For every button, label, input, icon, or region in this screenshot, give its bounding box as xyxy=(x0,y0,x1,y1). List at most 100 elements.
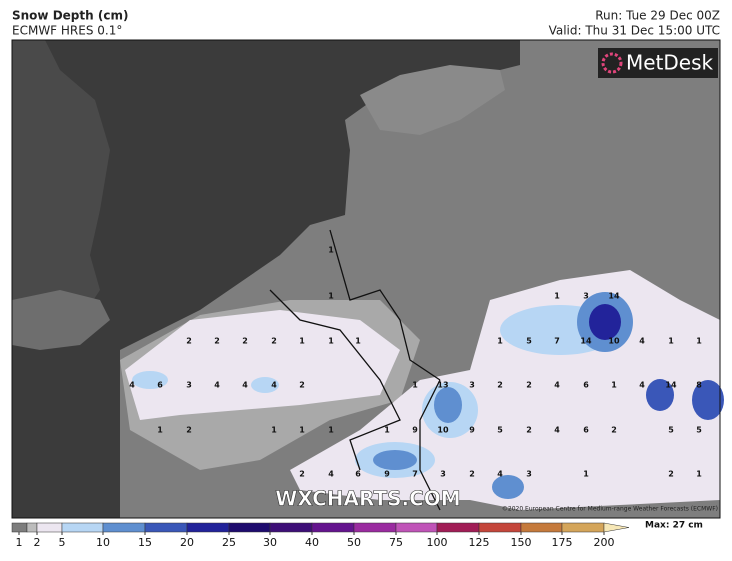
legend-swatch xyxy=(36,522,63,533)
snow-blue xyxy=(251,377,279,393)
snow-depth-label: 4 xyxy=(639,381,645,390)
snow-depth-label: 1 xyxy=(497,337,503,346)
snow-blue xyxy=(132,371,168,389)
snow-depth-label: 1 xyxy=(355,337,361,346)
logo: MetDesk xyxy=(626,51,714,75)
snow-depth-label: 1 xyxy=(299,426,305,435)
snow-depth-label: 1 xyxy=(554,292,560,301)
snow-depth-label: 4 xyxy=(214,381,220,390)
snow-depth-label: 3 xyxy=(186,381,192,390)
legend-swatch xyxy=(478,522,522,533)
snow-depth-label: 1 xyxy=(696,470,702,479)
legend-tick-label: 10 xyxy=(96,536,110,549)
legend-tick-label: 125 xyxy=(469,536,490,549)
legend-tick-label: 15 xyxy=(138,536,152,549)
snow-mid-blue xyxy=(373,450,417,470)
snow-depth-label: 1 xyxy=(328,337,334,346)
legend-tick-label: 1 xyxy=(16,536,23,549)
legend-tick-label: 150 xyxy=(511,536,532,549)
snow-depth-label: 2 xyxy=(526,426,532,435)
valid-time: Valid: Thu 31 Dec 15:00 UTC xyxy=(549,24,720,38)
map: MetDesk WXCHARTS.COM ©2020 European Cent… xyxy=(11,39,724,519)
legend-swatch xyxy=(353,522,397,533)
snow-deep-blue xyxy=(646,379,674,411)
snow-depth-label: 6 xyxy=(157,381,163,390)
legend-arrow xyxy=(603,522,630,533)
snow-depth-label: 1 xyxy=(384,426,390,435)
snow-white-west xyxy=(125,310,400,420)
snow-depth-label: 5 xyxy=(696,426,702,435)
snow-depth-label: 3 xyxy=(583,292,589,301)
snow-depth-label: 1 xyxy=(611,381,617,390)
legend-swatch xyxy=(11,522,28,533)
logo-box xyxy=(598,48,718,78)
snow-depth-label: 14 xyxy=(580,337,592,346)
legend-tick-label: 5 xyxy=(59,536,66,549)
legend-swatch xyxy=(144,522,188,533)
snow-depth-label: 2 xyxy=(299,470,305,479)
snow-depth-label: 2 xyxy=(526,381,532,390)
snow-depth-label: 2 xyxy=(469,470,475,479)
snow-mid-blue xyxy=(492,475,524,499)
snow-depth-label: 1 xyxy=(668,337,674,346)
legend-tick-label: 50 xyxy=(347,536,361,549)
snow-depth-label: 1 xyxy=(328,426,334,435)
legend-tick-label: 20 xyxy=(180,536,194,549)
logo-icon xyxy=(601,52,623,74)
snow-depth-label: 1 xyxy=(696,337,702,346)
map-frame xyxy=(11,39,721,519)
snow-deep-blue xyxy=(692,380,724,420)
snow-depth-label: 6 xyxy=(583,381,589,390)
legend-tick-label: 30 xyxy=(263,536,277,549)
snow-depth-label: 3 xyxy=(440,470,446,479)
legend-tick-label: 100 xyxy=(427,536,448,549)
snow-depth-label: 4 xyxy=(129,381,135,390)
legend-swatch xyxy=(186,522,230,533)
max-label: Max: 27 cm xyxy=(645,521,703,531)
legend-swatch xyxy=(228,522,271,533)
snow-depth-label: 10 xyxy=(608,337,620,346)
snow-depth-label: 9 xyxy=(469,426,475,435)
snow-depth-label: 6 xyxy=(355,470,361,479)
credit: ©2020 European Centre for Medium-range W… xyxy=(502,506,718,513)
snow-depth-label: 13 xyxy=(437,381,448,390)
snow-depth-label: 14 xyxy=(665,381,677,390)
uk-south xyxy=(12,290,110,350)
snow-depth-label: 1 xyxy=(412,381,418,390)
legend-swatch xyxy=(395,522,438,533)
legend-swatch xyxy=(561,522,605,533)
snow-depth-label: 4 xyxy=(328,470,334,479)
snow-depth-label: 2 xyxy=(186,426,192,435)
legend-swatch xyxy=(26,522,38,533)
snow-depth-label: 14 xyxy=(608,292,620,301)
legend-tick-label: 175 xyxy=(552,536,573,549)
uk-land xyxy=(12,40,110,340)
legend-swatch xyxy=(520,522,563,533)
snow-depth-label: 7 xyxy=(412,470,418,479)
snow-depth-label: 2 xyxy=(186,337,192,346)
snow-depth-label: 4 xyxy=(554,381,560,390)
snow-depth-label: 4 xyxy=(554,426,560,435)
watermark: WXCHARTS.COM xyxy=(275,487,460,511)
title: Snow Depth (cm) xyxy=(12,9,128,23)
snow-mid-blue xyxy=(434,387,462,423)
snow-depth-label: 2 xyxy=(299,381,305,390)
legend-tick-label: 2 xyxy=(34,536,41,549)
snow-depth-label: 10 xyxy=(437,426,449,435)
snow-depth-label: 2 xyxy=(497,381,503,390)
snow-depth-label: 6 xyxy=(583,426,589,435)
snow-depth-label: 9 xyxy=(412,426,418,435)
snow-depth-label: 1 xyxy=(299,337,305,346)
legend-tick-label: 200 xyxy=(594,536,615,549)
snow-depth-label: 4 xyxy=(242,381,248,390)
legend-swatch xyxy=(436,522,480,533)
snow-depth-label: 1 xyxy=(328,246,334,255)
legend-swatch xyxy=(102,522,146,533)
snow-deep-blue xyxy=(589,304,621,340)
snow-depth-label: 9 xyxy=(384,470,390,479)
snow-depth-label: 4 xyxy=(639,337,645,346)
legend-tick-label: 75 xyxy=(389,536,403,549)
snow-depth-label: 1 xyxy=(157,426,163,435)
snow-depth-label: 4 xyxy=(497,470,503,479)
snow-depth-label: 5 xyxy=(526,337,532,346)
